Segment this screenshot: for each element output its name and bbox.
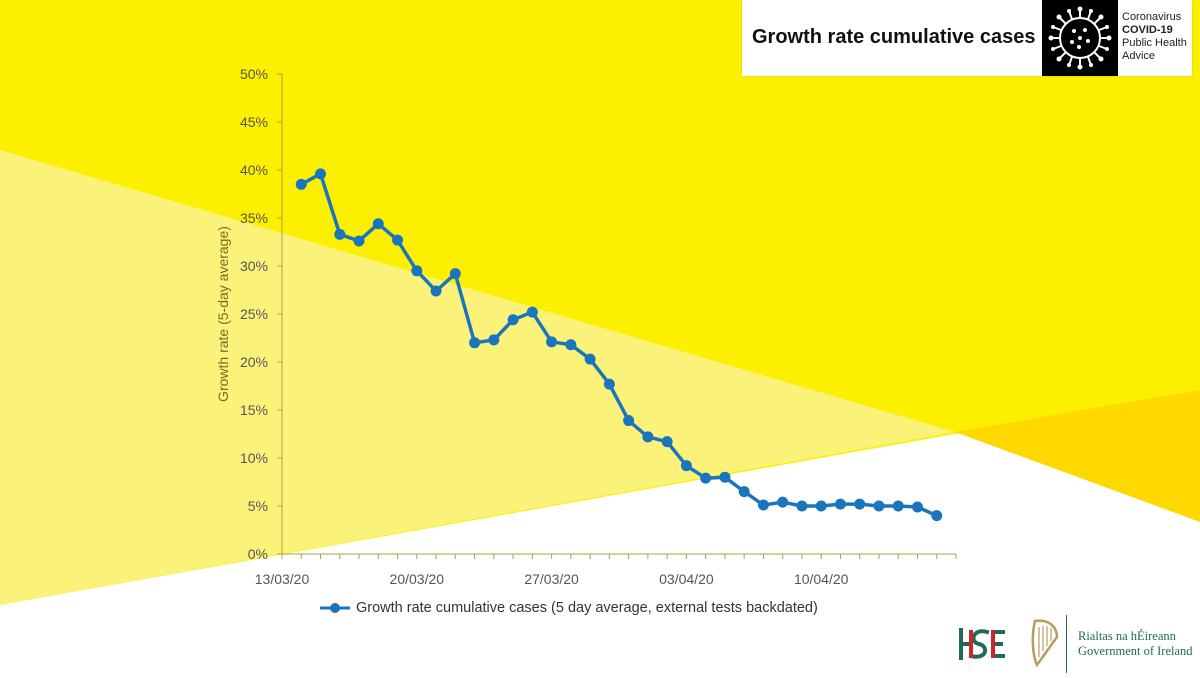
data-point bbox=[738, 486, 750, 498]
series-line bbox=[300, 172, 938, 518]
y-tick-label: 0% bbox=[248, 546, 268, 562]
legend-label: Growth rate cumulative cases (5 day aver… bbox=[356, 600, 818, 616]
data-point bbox=[430, 285, 442, 297]
data-point bbox=[873, 500, 885, 512]
virus-icon bbox=[1042, 0, 1118, 76]
data-point bbox=[603, 378, 615, 390]
light-yellow-band bbox=[0, 150, 955, 605]
badge-line-3: Public Health bbox=[1122, 37, 1187, 49]
data-point bbox=[911, 501, 923, 513]
data-point bbox=[719, 471, 731, 483]
data-point bbox=[700, 472, 712, 484]
legend: Growth rate cumulative cases (5 day aver… bbox=[320, 600, 818, 616]
data-point bbox=[546, 336, 558, 348]
gold-band bbox=[955, 390, 1200, 522]
y-tick-label: 5% bbox=[248, 498, 268, 514]
data-point bbox=[372, 218, 384, 230]
data-point bbox=[488, 334, 500, 346]
logo-divider bbox=[1066, 615, 1067, 673]
data-point bbox=[565, 339, 577, 351]
data-point bbox=[834, 498, 846, 510]
x-tick-label: 20/03/20 bbox=[390, 571, 445, 587]
data-point bbox=[295, 178, 307, 190]
page-title: Growth rate cumulative cases bbox=[752, 26, 1036, 48]
y-tick-label: 35% bbox=[240, 210, 268, 226]
gov-line-1: Rialtas na hÉireann bbox=[1078, 629, 1176, 643]
badge-line-4: Advice bbox=[1122, 50, 1156, 62]
data-point bbox=[777, 496, 789, 508]
data-point bbox=[854, 498, 866, 510]
data-point bbox=[392, 234, 404, 246]
data-point bbox=[469, 337, 481, 349]
data-point bbox=[796, 500, 808, 512]
series-points bbox=[295, 168, 943, 522]
data-point bbox=[815, 500, 827, 512]
data-point bbox=[661, 436, 673, 448]
gov-line-2: Government of Ireland bbox=[1078, 644, 1193, 658]
y-tick-label: 25% bbox=[240, 306, 268, 322]
data-point bbox=[642, 431, 654, 443]
badge-line-1: Coronavirus bbox=[1122, 11, 1182, 23]
y-tick-label: 15% bbox=[240, 402, 268, 418]
harp-icon bbox=[1027, 617, 1061, 674]
x-tick-label: 03/04/20 bbox=[659, 571, 714, 587]
x-tick-label: 27/03/20 bbox=[524, 571, 579, 587]
government-of-ireland-text: Rialtas na hÉireann Government of Irelan… bbox=[1078, 629, 1193, 659]
data-point bbox=[315, 168, 327, 180]
data-point bbox=[892, 500, 904, 512]
badge-line-2: COVID-19 bbox=[1122, 24, 1173, 36]
y-axis-label: Growth rate (5-day average) bbox=[215, 226, 231, 402]
data-point bbox=[507, 314, 519, 326]
y-tick-label: 40% bbox=[240, 162, 268, 178]
data-point bbox=[334, 228, 346, 240]
data-point bbox=[623, 415, 635, 427]
title-card: Growth rate cumulative cases bbox=[742, 0, 1192, 76]
y-tick-label: 30% bbox=[240, 258, 268, 274]
y-tick-label: 45% bbox=[240, 114, 268, 130]
data-point bbox=[680, 460, 692, 472]
hse-logo bbox=[957, 624, 1007, 669]
data-point bbox=[584, 353, 596, 365]
y-tick-label: 10% bbox=[240, 450, 268, 466]
data-point bbox=[526, 306, 538, 318]
covid-advice-text: Coronavirus COVID-19 Public Health Advic… bbox=[1122, 11, 1187, 63]
x-tick-label: 10/04/20 bbox=[794, 571, 849, 587]
data-point bbox=[931, 510, 943, 522]
legend-marker bbox=[320, 603, 350, 613]
data-point bbox=[353, 235, 365, 247]
x-tick-label: 13/03/20 bbox=[255, 571, 310, 587]
data-point bbox=[757, 499, 769, 511]
data-point bbox=[411, 265, 423, 277]
y-axis-ticks: 0% 5% 10% 15% 20% 25% 30% 35% 40% 45% 50% bbox=[240, 66, 282, 562]
x-axis-ticks: 13/03/20 20/03/20 27/03/20 03/04/20 10/04/20 bbox=[255, 554, 957, 587]
y-tick-label: 50% bbox=[240, 66, 268, 82]
data-point bbox=[449, 268, 461, 280]
y-tick-label: 20% bbox=[240, 354, 268, 370]
